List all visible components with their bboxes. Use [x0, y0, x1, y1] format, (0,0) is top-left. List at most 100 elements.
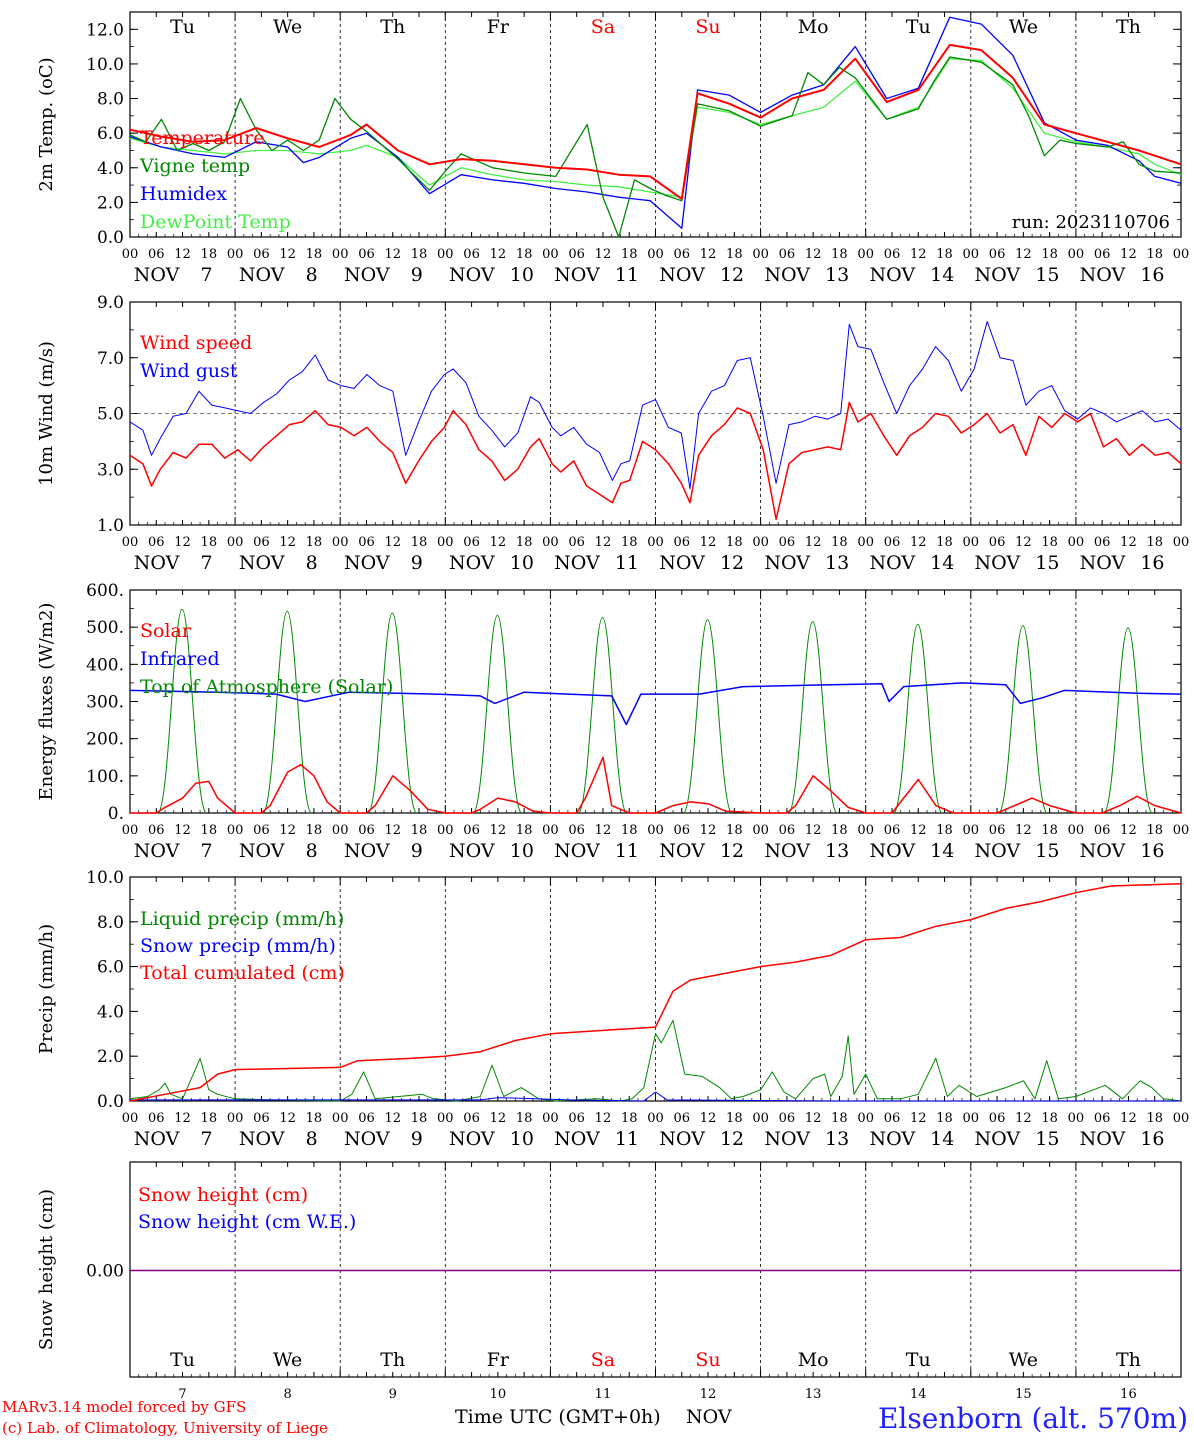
- panel-3-hour-label: 18: [621, 823, 638, 838]
- panel-1-hour-label: 06: [463, 247, 480, 262]
- panel-3-day-label: 11: [615, 840, 639, 862]
- panel-3-y-tick-label: 400.: [86, 655, 124, 675]
- panel-2-hour-label: 12: [1120, 535, 1137, 550]
- panel-4-hour-label: 00: [1173, 1111, 1190, 1126]
- panel-3-hour-label: 06: [358, 823, 375, 838]
- panel-3-hour-label: 06: [674, 823, 691, 838]
- panel-1-day-label: 7: [201, 264, 213, 286]
- panel-2-hour-label: 06: [568, 535, 585, 550]
- panel-1-hour-label: 06: [568, 247, 585, 262]
- panel-4-day-label: 13: [825, 1128, 849, 1150]
- panel-1-legend-entry: Temperature: [140, 127, 264, 149]
- weekday-label-bottom: We: [273, 1349, 302, 1371]
- toa-solar-curve-8: [998, 625, 1048, 814]
- panel-3-hour-label: 12: [595, 823, 612, 838]
- panel-1-y-tick-label: 10.0: [86, 55, 124, 75]
- lab-credit: (c) Lab. of Climatology, University of L…: [2, 1419, 328, 1437]
- panel-1-legend-entry: DewPoint Temp: [140, 211, 291, 233]
- panel-2-hour-label: 12: [174, 535, 191, 550]
- panel-2-hour-label: 06: [989, 535, 1006, 550]
- weekday-label-bottom: We: [1009, 1349, 1038, 1371]
- panel-1-day-label: 15: [1035, 264, 1059, 286]
- panel-1-hour-label: 18: [1146, 247, 1163, 262]
- panel-3-hour-label: 12: [279, 823, 296, 838]
- panel-1-day-label: 9: [411, 264, 423, 286]
- weekday-label-top: We: [273, 16, 302, 38]
- panel-1-hour-label: 18: [306, 247, 323, 262]
- panel-4-hour-label: 18: [726, 1111, 743, 1126]
- panel-1-hour-label: 12: [1015, 247, 1032, 262]
- panel-1-hour-label: 00: [1068, 247, 1085, 262]
- panel-2-hour-label: 18: [201, 535, 218, 550]
- panel-1-hour-label: 18: [621, 247, 638, 262]
- panel-1-hour-label: 00: [542, 247, 559, 262]
- weekday-label-bottom: Tu: [170, 1349, 195, 1371]
- panel-3-day-label: 14: [930, 840, 954, 862]
- panel-4-hour-label: 06: [463, 1111, 480, 1126]
- panel-4-legend-entry: Liquid precip (mm/h): [140, 908, 344, 930]
- panel-2-hour-label: 18: [306, 535, 323, 550]
- panel-4-month-label: NOV: [975, 1128, 1021, 1150]
- panel-3-hour-label: 12: [490, 823, 507, 838]
- panel-1-hour-label: 00: [437, 247, 454, 262]
- panel-2-hour-label: 12: [910, 535, 927, 550]
- panel-3-legend-entry: Infrared: [140, 648, 220, 670]
- panel-2-hour-label: 00: [1068, 535, 1085, 550]
- panel-5-legend-entry: Snow height (cm): [138, 1184, 308, 1206]
- panel-2-y-tick-label: 1.0: [97, 516, 124, 536]
- panel-4-hour-label: 06: [253, 1111, 270, 1126]
- panel-3-hour-label: 18: [831, 823, 848, 838]
- panel-3-hour-label: 12: [700, 823, 717, 838]
- panel-2-y-tick-label: 3.0: [97, 460, 124, 480]
- toa-solar-curve-6: [788, 621, 837, 814]
- panel-1-hour-label: 12: [910, 247, 927, 262]
- panel-3-hour-label: 12: [805, 823, 822, 838]
- panel-1-y-axis-label: 2m Temp. (oC): [36, 57, 57, 191]
- panel-3-hour-label: 18: [936, 823, 953, 838]
- panel-2-day-label: 13: [825, 552, 849, 574]
- bottom-day-number: 13: [805, 1387, 822, 1402]
- panel-3-hour-label: 00: [857, 823, 874, 838]
- panel-4-day-label: 15: [1035, 1128, 1059, 1150]
- panel-3-month-label: NOV: [134, 840, 180, 862]
- panel-4-hour-label: 18: [201, 1111, 218, 1126]
- panel-2-month-label: NOV: [975, 552, 1021, 574]
- panel-3-hour-label: 18: [1146, 823, 1163, 838]
- panel-2-month-label: NOV: [134, 552, 180, 574]
- panel-4-hour-label: 00: [227, 1111, 244, 1126]
- panel-3-month-label: NOV: [764, 840, 810, 862]
- panel-3-hour-label: 00: [227, 823, 244, 838]
- panel-3-y-tick-label: 500.: [86, 618, 124, 638]
- toa-solar-curve-1: [263, 610, 312, 814]
- panel-4-month-label: NOV: [344, 1128, 390, 1150]
- panel-1-month-label: NOV: [975, 264, 1021, 286]
- panel-4-y-tick-label: 2.0: [97, 1047, 124, 1067]
- panel-4-month-label: NOV: [1080, 1128, 1126, 1150]
- panel-1-month-label: NOV: [554, 264, 600, 286]
- panel-3-hour-label: 06: [148, 823, 165, 838]
- panel-3-month-label: NOV: [659, 840, 705, 862]
- panel-1-month-label: NOV: [134, 264, 180, 286]
- panel-1-hour-label: 06: [989, 247, 1006, 262]
- panel-2-hour-label: 12: [279, 535, 296, 550]
- panel-4-hour-label: 18: [936, 1111, 953, 1126]
- panel-1-hour-label: 06: [884, 247, 901, 262]
- panel-3-day-label: 12: [720, 840, 744, 862]
- panel-2-hour-label: 00: [857, 535, 874, 550]
- panel-2-hour-label: 18: [831, 535, 848, 550]
- panel-4-hour-label: 18: [1041, 1111, 1058, 1126]
- panel-1-hour-label: 18: [936, 247, 953, 262]
- panel-1-day-label: 10: [510, 264, 534, 286]
- panel-3-hour-label: 00: [332, 823, 349, 838]
- panel-3-hour-label: 12: [384, 823, 401, 838]
- panel-3-hour-label: 12: [174, 823, 191, 838]
- panel-4-hour-label: 12: [595, 1111, 612, 1126]
- panel-2-day-label: 14: [930, 552, 954, 574]
- panel-4-y-tick-label: 4.0: [97, 1002, 124, 1022]
- panel-2-hour-label: 12: [490, 535, 507, 550]
- weekday-label-bottom: Mo: [798, 1349, 829, 1371]
- panel-2-hour-label: 18: [621, 535, 638, 550]
- panel-1-hour-label: 12: [384, 247, 401, 262]
- panel-4-hour-label: 18: [831, 1111, 848, 1126]
